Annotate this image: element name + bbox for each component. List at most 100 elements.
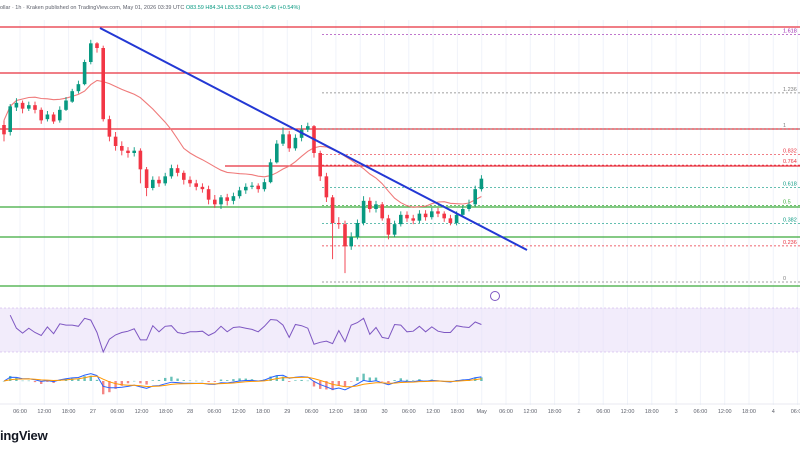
time-axis-tick-label: 18:00 (159, 409, 173, 415)
candle-body (318, 153, 322, 177)
time-axis-tick-label: 12:00 (523, 409, 537, 415)
time-axis-tick-label: 06:00 (499, 409, 513, 415)
candle-body (417, 213, 422, 221)
candle-body (293, 137, 298, 149)
candle-body (436, 211, 440, 214)
candle-body (206, 189, 211, 200)
tradingview-footer: ingView (0, 420, 800, 450)
candle-body (163, 176, 167, 184)
candle-body (374, 204, 378, 209)
candle-body (70, 91, 74, 102)
candle-body (467, 204, 471, 209)
candle-body (132, 150, 136, 153)
time-axis-tick-label: 18:00 (62, 409, 76, 415)
candle-body (368, 200, 372, 209)
macd-signal-line (3, 375, 482, 388)
candle-body (343, 224, 347, 247)
candle-body (479, 178, 484, 190)
macd-histogram-bar (374, 377, 378, 381)
ohlc-values: O83.59 H84.34 L83.53 C84.03 +0.45 (+0.54… (185, 5, 301, 11)
candle-body (380, 204, 384, 219)
trendline-segment (99, 27, 528, 251)
candle-body (89, 43, 93, 62)
candle-body (144, 169, 149, 188)
time-axis-tick-label: 06:00 (13, 409, 27, 415)
candle-body (200, 186, 205, 190)
candle-body (330, 197, 335, 223)
candle-body (169, 168, 174, 177)
macd-histogram-bar (145, 381, 148, 385)
time-axis-tick-label: 18:00 (451, 409, 465, 415)
rsi-pane (0, 291, 800, 354)
time-axis: 06:00 12:00 18:00 27 06:00 12:00 18:00 28 06:00 1… (0, 403, 800, 415)
macd-histogram-bar (381, 381, 384, 382)
interval-label[interactable]: · 1h · (11, 5, 25, 11)
macd-histogram-bar (207, 381, 210, 383)
candle-body (45, 114, 50, 120)
time-axis-tick-label: 06:00 (596, 409, 610, 415)
time-axis-tick-label: 30 (381, 409, 387, 415)
macd-histogram-bar (244, 378, 247, 381)
time-axis-tick-label: 27 (90, 409, 96, 415)
macd-histogram-bar (368, 377, 371, 381)
fibonacci-retracement[interactable]: 1.618 1.236 1 0.832 0.764 0.618 0.5 0.382 0.236 0 (322, 28, 800, 283)
macd-histogram-bar (337, 381, 340, 386)
time-axis-tick-label: 18:00 (353, 409, 367, 415)
candle-body (188, 179, 192, 184)
candle-body (138, 150, 143, 170)
macd-histogram-bar (312, 381, 316, 387)
macd-histogram-bar (151, 380, 154, 381)
macd-histogram-bar (9, 375, 12, 381)
candle-body (20, 102, 25, 109)
candle-body (386, 218, 391, 235)
candle-body (175, 168, 180, 173)
candle-body (194, 183, 198, 187)
candle-body (306, 126, 310, 130)
macd-histogram-bar (188, 380, 192, 382)
time-axis-tick-label: 18:00 (645, 409, 659, 415)
time-axis-tick-label: 3 (675, 409, 678, 415)
candle-body (324, 176, 329, 198)
macd-histogram-bar (133, 380, 136, 382)
fib-level-label: 1.618 (783, 28, 797, 34)
macd-histogram-bar (126, 381, 130, 384)
time-axis-tick-label: 06:00 (305, 409, 319, 415)
candle-body (349, 237, 353, 247)
macd-histogram-bar (238, 378, 241, 381)
macd-histogram-bar (83, 376, 86, 381)
macd-histogram-bar (33, 381, 37, 383)
moving-average-line (3, 79, 482, 208)
symbol-name[interactable]: ollar (0, 5, 11, 11)
candle-body (2, 125, 6, 135)
candle-body (237, 190, 242, 197)
macd-histogram-bar (306, 380, 309, 382)
candle-body (8, 106, 12, 132)
time-axis-tick-label: 06:00 (110, 409, 124, 415)
candle-body (39, 109, 43, 121)
macd-histogram-bar (157, 379, 161, 381)
macd-histogram-bar (405, 379, 409, 381)
macd-histogram-bar (343, 381, 347, 387)
macd-histogram-bar (288, 381, 291, 382)
macd-histogram-bar (164, 377, 167, 381)
time-axis-tick-label: 29 (284, 409, 290, 415)
macd-histogram-bar (325, 381, 328, 390)
fib-level-label: 0.236 (783, 240, 797, 246)
macd-histogram-bar (213, 381, 216, 382)
candlestick-series (2, 39, 484, 274)
candle-body (113, 136, 118, 146)
chart-header: ollar · 1h · Kraken published on Trading… (0, 0, 800, 26)
bearish-trendline[interactable] (99, 27, 528, 251)
time-axis-tick-label: 12:00 (426, 409, 440, 415)
candle-body (448, 218, 453, 223)
tradingview-logo-text: ingView (0, 428, 48, 443)
fib-level-label: 0.832 (783, 149, 797, 155)
candle-body (82, 62, 87, 85)
macd-histogram-bar (195, 380, 198, 382)
macd-histogram-bar (102, 381, 105, 395)
time-axis-tick-label: 06:00 (694, 409, 708, 415)
macd-histogram-bar (350, 381, 353, 382)
candle-body (95, 43, 99, 48)
macd-histogram-bar (21, 380, 24, 382)
